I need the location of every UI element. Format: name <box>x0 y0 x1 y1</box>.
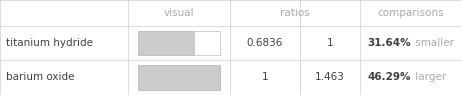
Text: 0.6836: 0.6836 <box>247 38 283 48</box>
Text: 1: 1 <box>262 72 268 82</box>
Text: 46.29%: 46.29% <box>367 72 410 82</box>
Bar <box>138 31 220 55</box>
Bar <box>138 65 220 90</box>
Text: 31.64%: 31.64% <box>367 38 410 48</box>
Bar <box>138 31 194 55</box>
Bar <box>138 65 220 90</box>
Text: visual: visual <box>164 8 195 18</box>
Text: comparisons: comparisons <box>377 8 444 18</box>
Text: smaller: smaller <box>412 38 454 48</box>
Text: barium oxide: barium oxide <box>6 72 75 82</box>
Text: titanium hydride: titanium hydride <box>6 38 93 48</box>
Text: 1.463: 1.463 <box>315 72 345 82</box>
Text: ratios: ratios <box>280 8 310 18</box>
Text: 1: 1 <box>327 38 333 48</box>
Text: larger: larger <box>412 72 446 82</box>
